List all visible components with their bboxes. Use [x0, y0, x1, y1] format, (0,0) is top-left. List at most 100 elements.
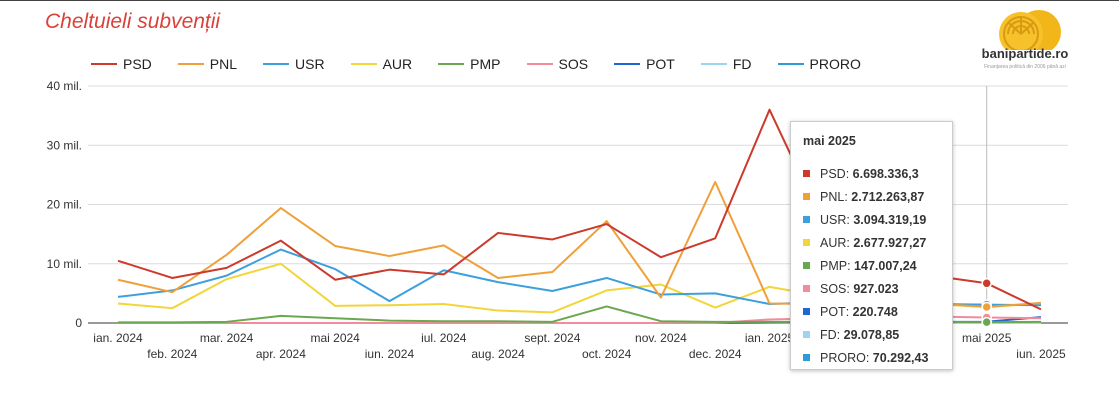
legend-item-proro[interactable]: PRORO	[777, 56, 861, 72]
tooltip-separator: :	[836, 327, 844, 342]
tooltip-value: 70.292,43	[872, 350, 929, 365]
tooltip: mai 2025 PSD: 6.698.336,3 PNL: 2.712.263,…	[790, 121, 953, 370]
tooltip-value: 29.078,85	[843, 327, 900, 342]
x-tick-label: dec. 2024	[689, 347, 742, 361]
tooltip-rows: PSD: 6.698.336,3 PNL: 2.712.263,87 USR: 3.…	[803, 162, 940, 369]
tooltip-label: PRORO	[820, 350, 866, 365]
logo[interactable]: banipartide.ro Finanțarea politică din 2…	[975, 6, 1075, 76]
tooltip-separator: :	[847, 258, 855, 273]
legend-item-fd[interactable]: FD	[700, 56, 752, 72]
tooltip-swatch	[803, 354, 810, 361]
legend-swatch	[700, 63, 727, 65]
legend-item-pmp[interactable]: PMP	[438, 56, 501, 72]
legend-swatch	[614, 63, 641, 65]
tooltip-separator: :	[844, 189, 852, 204]
tooltip-swatch	[803, 170, 810, 177]
tooltip-row-proro: PRORO: 70.292,43	[803, 346, 940, 369]
x-tick-label: mar. 2024	[200, 331, 254, 345]
legend-item-pot[interactable]: POT	[614, 56, 675, 72]
tooltip-swatch	[803, 216, 810, 223]
tooltip-row-usr: USR: 3.094.319,19	[803, 208, 940, 231]
y-tick-label: 30 mil.	[47, 138, 82, 152]
legend-label: AUR	[382, 56, 413, 72]
highlight-point-pmp	[981, 316, 992, 328]
legend-label: FD	[732, 56, 752, 72]
tooltip-separator: :	[846, 212, 854, 227]
x-tick-label: iun. 2025	[1016, 347, 1066, 361]
tooltip-swatch	[803, 308, 810, 315]
tooltip-separator: :	[846, 235, 854, 250]
tooltip-row-aur: AUR: 2.677.927,27	[803, 231, 940, 254]
legend-swatch	[263, 63, 290, 65]
tooltip-swatch	[803, 331, 810, 338]
legend: PSD PNL USR AUR PMP SOS POT FD PRORO	[91, 56, 887, 72]
x-tick-label: mai 2024	[310, 331, 360, 345]
tooltip-swatch	[803, 262, 810, 269]
x-tick-label: sept. 2024	[524, 331, 580, 345]
legend-label: SOS	[558, 56, 589, 72]
tooltip-label: PNL	[820, 189, 845, 204]
legend-item-aur[interactable]: AUR	[350, 56, 413, 72]
x-tick-label: iun. 2024	[365, 347, 415, 361]
y-tick-label: 10 mil.	[47, 257, 82, 271]
tooltip-swatch	[803, 239, 810, 246]
tooltip-value: 147.007,24	[854, 258, 917, 273]
tooltip-label: PMP	[820, 258, 848, 273]
tooltip-label: SOS	[820, 281, 847, 296]
x-tick-label: nov. 2024	[635, 331, 687, 345]
legend-swatch	[350, 63, 377, 65]
tooltip-row-psd: PSD: 6.698.336,3	[803, 162, 940, 185]
y-tick-label: 0	[75, 316, 82, 330]
tooltip-row-sos: SOS: 927.023	[803, 277, 940, 300]
tooltip-value: 2.712.263,87	[851, 189, 925, 204]
tooltip-row-pot: POT: 220.748	[803, 300, 940, 323]
y-tick-label: 40 mil.	[47, 79, 82, 93]
tooltip-title: mai 2025	[803, 134, 856, 148]
logo-text: banipartide.ro	[981, 46, 1069, 61]
tooltip-value: 2.677.927,27	[853, 235, 927, 250]
tooltip-separator: :	[846, 281, 854, 296]
tooltip-separator: :	[845, 166, 853, 181]
tooltip-label: POT	[820, 304, 846, 319]
x-tick-label: ian. 2025	[745, 331, 795, 345]
legend-label: PNL	[209, 56, 238, 72]
legend-swatch	[526, 63, 553, 65]
tooltip-label: AUR	[820, 235, 847, 250]
legend-label: PMP	[470, 56, 501, 72]
tooltip-value: 927.023	[853, 281, 899, 296]
tooltip-row-pmp: PMP: 147.007,24	[803, 254, 940, 277]
tooltip-label: PSD	[820, 166, 846, 181]
x-tick-label: iul. 2024	[421, 331, 467, 345]
tooltip-swatch	[803, 193, 810, 200]
x-tick-label: aug. 2024	[471, 347, 525, 361]
legend-item-usr[interactable]: USR	[263, 56, 325, 72]
legend-item-psd[interactable]: PSD	[91, 56, 152, 72]
x-tick-label: oct. 2024	[582, 347, 632, 361]
legend-label: POT	[646, 56, 675, 72]
x-tick-label: mai 2025	[962, 331, 1012, 345]
y-tick-label: 20 mil.	[47, 198, 82, 212]
legend-swatch	[438, 63, 465, 65]
tooltip-row-fd: FD: 29.078,85	[803, 323, 940, 346]
tooltip-row-pnl: PNL: 2.712.263,87	[803, 185, 940, 208]
x-tick-label: ian. 2024	[93, 331, 143, 345]
legend-label: PRORO	[809, 56, 861, 72]
tooltip-value: 6.698.336,3	[852, 166, 919, 181]
tooltip-swatch	[803, 285, 810, 292]
legend-label: PSD	[123, 56, 152, 72]
tooltip-label: USR	[820, 212, 847, 227]
highlight-point-psd	[981, 278, 992, 289]
chart-title: Cheltuieli subvenții	[45, 10, 221, 33]
tooltip-label: FD	[820, 327, 837, 342]
tooltip-value: 3.094.319,19	[853, 212, 927, 227]
legend-item-sos[interactable]: SOS	[526, 56, 589, 72]
legend-swatch	[91, 63, 117, 65]
x-tick-label: apr. 2024	[256, 347, 306, 361]
logo-tagline: Finanțarea politică din 2006 până azi	[984, 64, 1066, 70]
legend-swatch	[177, 63, 204, 65]
legend-item-pnl[interactable]: PNL	[177, 56, 238, 72]
tooltip-value: 220.748	[852, 304, 898, 319]
tooltip-separator: :	[865, 350, 873, 365]
legend-label: USR	[295, 56, 325, 72]
